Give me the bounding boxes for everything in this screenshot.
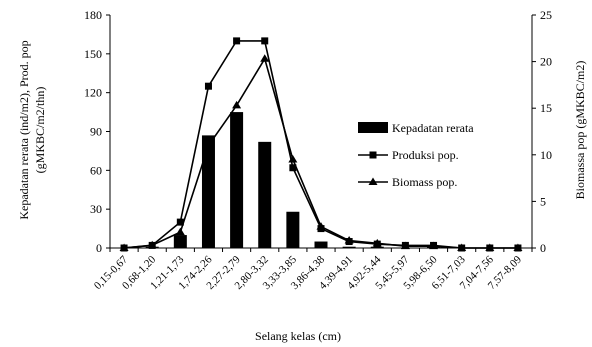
y-left-tick-label-6: 180 [84, 8, 102, 22]
point-biomass-4 [232, 100, 242, 109]
legend-label-produksi: Produksi pop. [392, 148, 459, 162]
legend: Kepadatan rerata Produksi pop. Biomass p… [358, 121, 474, 189]
point-biomass-8 [344, 236, 354, 244]
bar-kepadatan-2 [173, 235, 187, 248]
point-biomass-7 [316, 222, 326, 230]
y-right-tick-label-1: 5 [540, 194, 546, 208]
axes-layer [106, 14, 536, 252]
y-left-tick-label-5: 150 [84, 47, 102, 61]
point-produksi-2 [176, 218, 184, 226]
y-right-tick-label-4: 20 [540, 55, 552, 69]
bar-kepadatan-4 [230, 112, 244, 248]
point-biomass-14 [513, 243, 523, 251]
point-biomass-11 [429, 241, 439, 250]
point-biomass-10 [400, 241, 410, 250]
point-biomass-0 [119, 243, 129, 251]
point-biomass-2 [175, 227, 185, 236]
bar-kepadatan-3 [201, 135, 215, 248]
point-produksi-6 [289, 164, 297, 172]
point-biomass-6 [288, 154, 298, 163]
y-left-tick-label-2: 60 [90, 163, 102, 177]
point-biomass-5 [260, 54, 270, 62]
point-biomass-12 [457, 243, 467, 251]
legend-label-kepadatan: Kepadatan rerata [392, 121, 474, 135]
left-axis-title-line-1: Kepadatan rerata (ind/m2), Prod. pop [17, 40, 31, 219]
left-axis-title-line-2: (gMKBC/m2/thn) [33, 87, 47, 174]
y-left-tick-label-4: 120 [84, 86, 102, 100]
y-right-tick-label-0: 0 [540, 241, 546, 255]
x-axis-title: Selang kelas (cm) [255, 329, 341, 343]
legend-marker-produksi [369, 151, 377, 159]
point-produksi-5 [261, 37, 269, 45]
y-right-tick-label-2: 10 [540, 148, 552, 162]
bar-kepadatan-8 [342, 246, 356, 248]
point-biomass-1 [147, 240, 157, 249]
bars-layer [145, 112, 441, 248]
point-biomass-3 [203, 140, 213, 149]
legend-marker-biomass [368, 177, 378, 185]
y-right-tick-label-5: 25 [540, 8, 552, 22]
right-axis-title: Biomassa pop (gMKBC/m2) [573, 61, 587, 200]
point-biomass-9 [372, 238, 382, 247]
point-produksi-4 [233, 37, 241, 45]
bar-kepadatan-7 [314, 241, 328, 248]
y-left-tick-label-3: 90 [90, 125, 102, 139]
ticks-layer: 030609012015018005101520250,15-0,670,68-… [84, 8, 552, 292]
lines-layer [119, 37, 523, 252]
y-left-tick-label-0: 0 [96, 241, 102, 255]
legend-label-biomass: Biomass pop. [392, 175, 457, 189]
bar-kepadatan-6 [286, 211, 300, 248]
legend-swatch-kepadatan [358, 122, 388, 133]
y-left-tick-label-1: 30 [90, 202, 102, 216]
point-biomass-13 [485, 243, 495, 251]
point-produksi-3 [204, 82, 212, 90]
y-right-tick-label-3: 15 [540, 101, 552, 115]
left-axis-title: Kepadatan rerata (ind/m2), Prod. pop (gM… [17, 40, 47, 219]
line-produksi [123, 40, 518, 249]
bar-kepadatan-5 [258, 141, 272, 248]
